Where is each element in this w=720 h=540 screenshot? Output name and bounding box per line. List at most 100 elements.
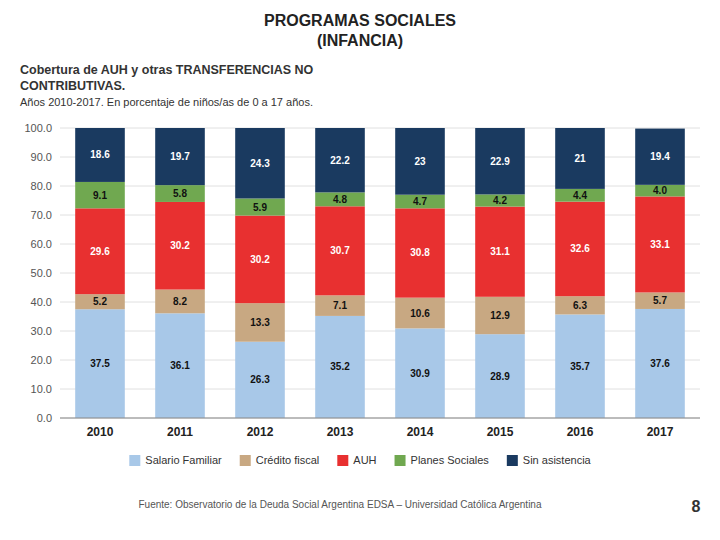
legend: Salario FamiliarCrédito fiscalAUHPlanes … — [129, 454, 591, 466]
background — [0, 0, 720, 540]
y-tick-label: 70.0 — [31, 209, 52, 221]
bar — [75, 309, 125, 418]
data-label: 28.9 — [490, 371, 510, 382]
bar — [635, 185, 685, 197]
bar — [75, 128, 125, 182]
y-axis: 0.010.020.030.040.050.060.070.080.090.01… — [24, 122, 700, 424]
data-label: 26.3 — [250, 374, 270, 385]
data-label: 21 — [574, 153, 586, 164]
bar — [395, 328, 445, 418]
data-label: 30.2 — [170, 240, 190, 251]
data-label: 30.9 — [410, 368, 430, 379]
x-tick-label: 2015 — [487, 425, 514, 439]
x-tick-label: 2012 — [247, 425, 274, 439]
data-label: 6.3 — [573, 300, 587, 311]
y-tick-label: 60.0 — [31, 238, 52, 250]
bar — [395, 298, 445, 329]
data-label: 37.6 — [650, 358, 670, 369]
data-label: 5.8 — [173, 188, 187, 199]
bar — [75, 208, 125, 294]
y-tick-label: 10.0 — [31, 383, 52, 395]
data-labels: 37.536.126.335.230.928.935.737.65.28.213… — [90, 149, 670, 385]
y-tick-label: 100.0 — [24, 122, 52, 134]
bar — [555, 314, 605, 418]
bar — [155, 202, 205, 290]
bar — [395, 195, 445, 209]
legend-label: Salario Familiar — [145, 454, 222, 466]
bar — [155, 313, 205, 418]
x-tick-label: 2016 — [567, 425, 594, 439]
data-label: 31.1 — [490, 246, 510, 257]
legend-item: Planes Sociales — [395, 454, 490, 466]
data-label: 33.1 — [650, 239, 670, 250]
bar — [475, 128, 525, 194]
x-axis-line — [60, 418, 700, 419]
chart: PROGRAMAS SOCIALES (INFANCIA)Cobertura de… — [0, 0, 720, 540]
grid-line — [60, 418, 700, 419]
x-tick-label: 2017 — [647, 425, 674, 439]
data-label: 30.8 — [410, 247, 430, 258]
data-label: 5.7 — [653, 295, 667, 306]
data-label: 23 — [414, 156, 426, 167]
data-label: 12.9 — [490, 310, 510, 321]
bar — [235, 303, 285, 342]
legend-item: Salario Familiar — [129, 454, 222, 466]
title: PROGRAMAS SOCIALES — [264, 12, 456, 29]
bar — [475, 297, 525, 334]
bar — [635, 309, 685, 418]
data-label: 4.8 — [333, 194, 347, 205]
subtitle: Cobertura de AUH y otras TRANSFERENCIAS … — [20, 63, 314, 77]
bar — [235, 216, 285, 304]
data-label: 5.9 — [253, 202, 267, 213]
bar — [555, 189, 605, 202]
y-tick-label: 50.0 — [31, 267, 52, 279]
legend-label: Planes Sociales — [411, 454, 490, 466]
data-label: 24.3 — [250, 158, 270, 169]
bar — [235, 198, 285, 215]
data-label: 36.1 — [170, 360, 190, 371]
data-label: 22.2 — [330, 155, 350, 166]
legend-swatch — [129, 455, 140, 466]
data-label: 35.2 — [330, 361, 350, 372]
data-label: 10.6 — [410, 308, 430, 319]
bar — [635, 196, 685, 292]
data-label: 7.1 — [333, 300, 347, 311]
bar — [395, 128, 445, 195]
bar — [475, 207, 525, 297]
legend-label: Sin asistencia — [523, 454, 592, 466]
bar — [555, 202, 605, 297]
data-label: 32.6 — [570, 243, 590, 254]
bar — [315, 128, 365, 192]
legend-item: AUH — [337, 454, 376, 466]
bar — [235, 128, 285, 198]
data-label: 9.1 — [93, 190, 107, 201]
legend-swatch — [337, 455, 348, 466]
y-tick-label: 0.0 — [37, 412, 52, 424]
source-note: Fuente: Observatorio de la Deuda Social … — [138, 499, 541, 510]
x-tick-label: 2011 — [167, 425, 193, 439]
bar — [315, 316, 365, 418]
data-label: 4.0 — [653, 185, 667, 196]
data-label: 4.4 — [573, 190, 587, 201]
bar — [315, 206, 365, 295]
x-tick-label: 2010 — [87, 425, 114, 439]
bar — [555, 296, 605, 314]
x-tick-label: 2013 — [327, 425, 354, 439]
bar — [635, 129, 685, 185]
data-label: 19.4 — [650, 151, 670, 162]
data-label: 4.2 — [493, 195, 507, 206]
bar — [315, 295, 365, 316]
bar — [395, 208, 445, 297]
bar — [75, 182, 125, 208]
legend-swatch — [240, 455, 251, 466]
bar — [155, 128, 205, 185]
data-label: 35.7 — [570, 361, 590, 372]
page-number: 8 — [692, 498, 701, 515]
bar — [555, 128, 605, 189]
title: (INFANCIA) — [317, 32, 403, 49]
y-tick-label: 40.0 — [31, 296, 52, 308]
bar — [155, 290, 205, 314]
data-label: 4.7 — [413, 196, 427, 207]
y-tick-label: 20.0 — [31, 354, 52, 366]
bar — [635, 292, 685, 309]
